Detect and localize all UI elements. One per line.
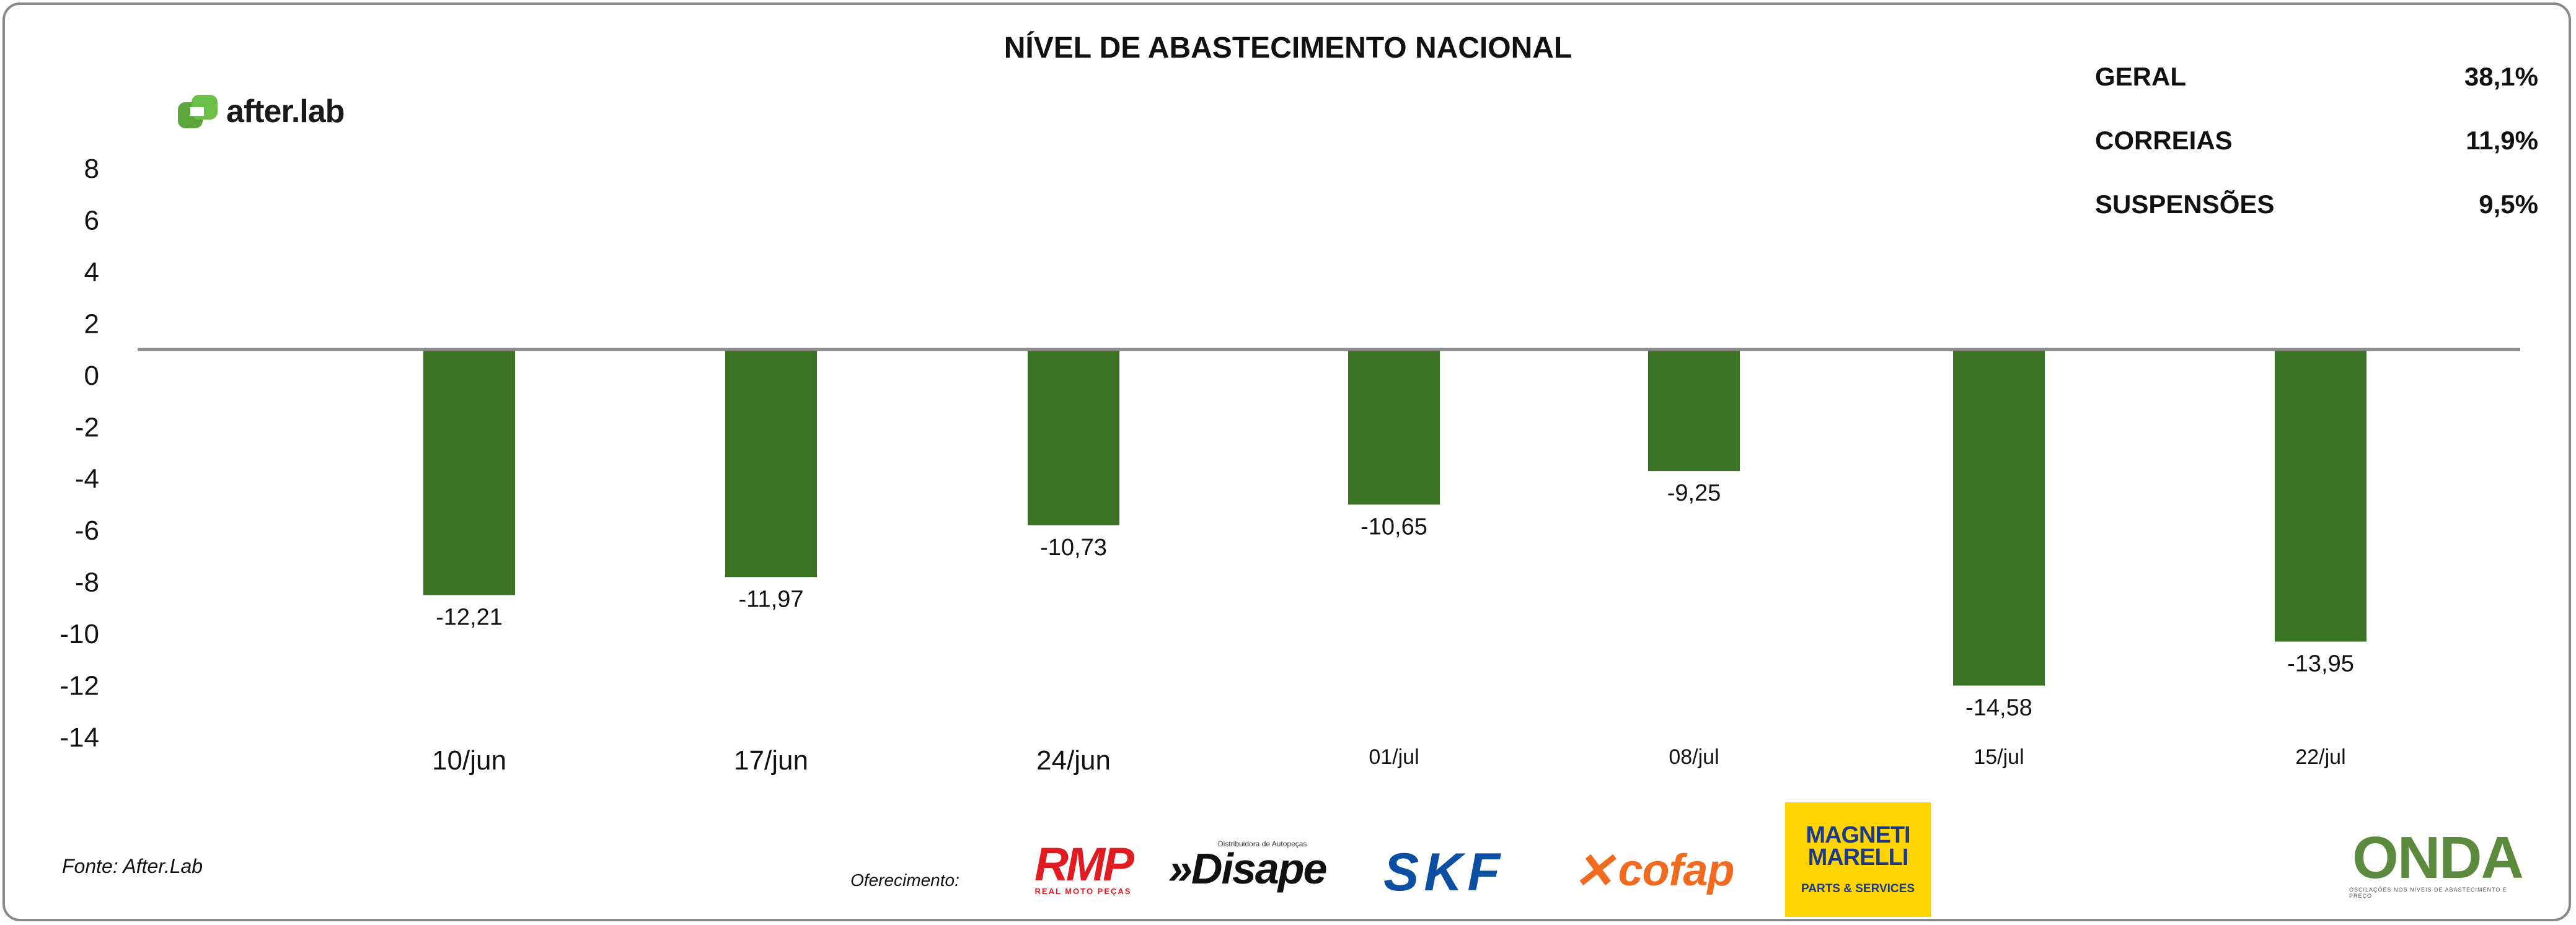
stat-label: GERAL bbox=[2095, 62, 2186, 91]
cofap-logo: ✕ cofap bbox=[1550, 843, 1757, 898]
onda-logo-subtext: OSCILAÇÕES NOS NÍVEIS DE ABASTECIMENTO E… bbox=[2349, 887, 2507, 899]
disape-logo: Distribuidora de Autopeças »Disape bbox=[1168, 840, 1333, 893]
bar bbox=[1028, 349, 1119, 525]
cofap-x-icon: ✕ bbox=[1573, 843, 1615, 898]
after-lab-logo-icon bbox=[178, 95, 218, 128]
stat-value: 9,5% bbox=[2479, 190, 2538, 219]
bar bbox=[1953, 349, 2045, 686]
bar bbox=[725, 349, 817, 577]
stat-label: SUSPENSÕES bbox=[2095, 190, 2275, 219]
rmp-logo: RMP REAL MOTO PEÇAS bbox=[1020, 841, 1147, 897]
x-tick-label: 17/jun bbox=[734, 745, 808, 776]
stat-row-correias: CORREIAS 11,9% bbox=[2095, 126, 2538, 190]
x-tick-label: 24/jun bbox=[1036, 745, 1111, 776]
x-tick-label: 22/jul bbox=[2295, 745, 2345, 769]
y-tick-label: -14 bbox=[60, 722, 99, 753]
magneti-marelli-logo-text: MAGNETI MARELLI bbox=[1806, 822, 1910, 870]
onda-logo: ONDA OSCILAÇÕES NOS NÍVEIS DE ABASTECIME… bbox=[2349, 825, 2526, 900]
magneti-marelli-logo-subtext: PARTS & SERVICES bbox=[1801, 882, 1915, 895]
stat-value: 38,1% bbox=[2464, 62, 2538, 91]
disape-logo-text: »Disape bbox=[1168, 844, 1327, 893]
y-tick-label: -12 bbox=[60, 671, 99, 701]
chart-title: NÍVEL DE ABASTECIMENTO NACIONAL bbox=[1003, 32, 1573, 64]
bar bbox=[2275, 349, 2366, 642]
onda-logo-text: ONDA bbox=[2352, 825, 2524, 891]
data-label: -10,65 bbox=[1361, 514, 1427, 540]
offer-label: Oferecimento: bbox=[850, 870, 959, 890]
x-tick-label: 01/jul bbox=[1369, 745, 1419, 769]
stat-row-geral: GERAL 38,1% bbox=[2095, 62, 2538, 126]
y-tick-label: -10 bbox=[60, 619, 99, 649]
y-tick-label: 6 bbox=[84, 205, 99, 235]
stat-row-suspensoes: SUSPENSÕES 9,5% bbox=[2095, 190, 2538, 253]
stat-label: CORREIAS bbox=[2095, 126, 2233, 155]
disape-logo-subtext: Distribuidora de Autopeças bbox=[1218, 840, 1307, 848]
skf-logo: SKF bbox=[1383, 842, 1505, 902]
y-tick-label: -8 bbox=[75, 568, 99, 598]
bar bbox=[423, 349, 515, 595]
data-label: -10,73 bbox=[1040, 535, 1107, 561]
data-label: -12,21 bbox=[436, 605, 503, 631]
rmp-logo-text: RMP bbox=[1034, 838, 1134, 891]
x-tick-label: 08/jul bbox=[1669, 745, 1719, 769]
y-tick-label: 0 bbox=[84, 361, 99, 391]
cofap-logo-text: cofap bbox=[1618, 846, 1735, 895]
after-lab-logo-text: after.lab bbox=[226, 94, 345, 129]
source-note: Fonte: After.Lab bbox=[62, 855, 203, 877]
y-tick-label: -2 bbox=[75, 412, 99, 442]
y-tick-label: -4 bbox=[75, 464, 99, 494]
data-label: -14,58 bbox=[1965, 695, 2032, 721]
x-tick-label: 10/jun bbox=[432, 745, 506, 776]
x-tick-label: 15/jul bbox=[1974, 745, 2024, 769]
data-label: -11,97 bbox=[739, 586, 804, 612]
y-tick-label: -6 bbox=[75, 515, 99, 546]
rmp-logo-subtext: REAL MOTO PEÇAS bbox=[1034, 886, 1132, 896]
stat-value: 11,9% bbox=[2466, 126, 2538, 155]
data-label: -9,25 bbox=[1667, 480, 1721, 506]
bar bbox=[1648, 349, 1740, 471]
y-tick-label: 2 bbox=[84, 309, 99, 339]
magneti-marelli-logo: MAGNETI MARELLI PARTS & SERVICES bbox=[1785, 802, 1931, 917]
after-lab-logo: after.lab bbox=[177, 93, 345, 130]
data-label: -13,95 bbox=[2287, 651, 2354, 677]
y-tick-label: 4 bbox=[84, 257, 99, 287]
bar bbox=[1348, 349, 1440, 505]
stats-panel: GERAL 38,1% CORREIAS 11,9% SUSPENSÕES 9,… bbox=[2095, 62, 2538, 253]
y-tick-label: 8 bbox=[84, 154, 99, 184]
